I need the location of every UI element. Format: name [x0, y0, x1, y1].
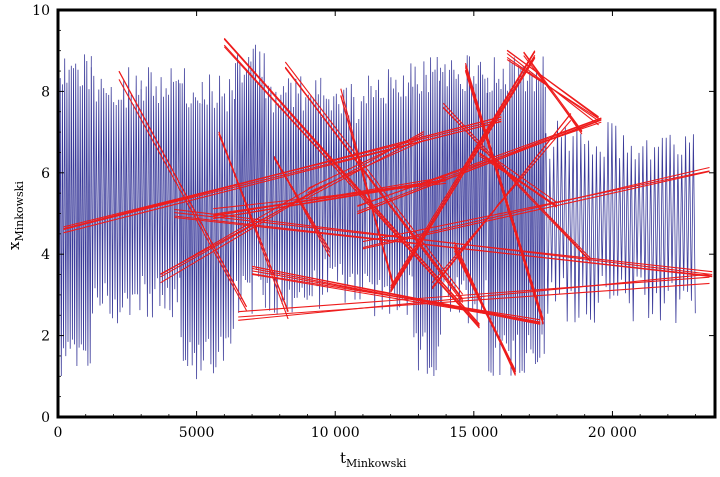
y-axis-label-main: x: [5, 241, 23, 250]
series-red-segment-2: [238, 273, 710, 321]
series-blue-block-2: [140, 67, 181, 318]
y-tick-label-3: 6: [41, 166, 50, 182]
series-red-segment-15: [307, 131, 425, 199]
series-blue-block-1: [90, 67, 142, 324]
x-tick-label-2: 10 000: [311, 425, 360, 441]
x-tick-label-0: 0: [54, 425, 63, 441]
series-blue-block-11: [487, 56, 546, 376]
series-blue-block-9: [412, 56, 442, 377]
series-red-segment-22: [523, 51, 583, 135]
x-axis-label-subscript: Minkowski: [346, 457, 407, 470]
x-axis-label-main: t: [340, 449, 346, 467]
series-blue-block-4: [201, 74, 235, 374]
series-red-segment-7: [362, 166, 710, 250]
series-blue-block-0: [58, 54, 92, 377]
x-axis-label: tMinkowski: [340, 449, 407, 470]
x-tick-label-3: 15 000: [449, 425, 498, 441]
series-red-segment-4: [223, 37, 480, 329]
series-red-segment-9: [431, 113, 572, 290]
y-axis-label: xMinkowski: [5, 181, 26, 250]
series-layer: [58, 37, 713, 380]
y-tick-label-5: 10: [32, 3, 50, 19]
series-blue-block-12: [545, 120, 696, 324]
x-tick-label-1: 5000: [179, 425, 215, 441]
x-tick-label-4: 20 000: [588, 425, 637, 441]
series-red-segment-11: [479, 147, 558, 208]
series-blue-block-6: [265, 76, 322, 315]
series-blue-block-5: [234, 44, 266, 314]
series-red-segment-14: [218, 131, 289, 320]
series-red-segment-12: [118, 70, 247, 311]
tick-layer: 0 5000 10 000 15 000 20 000 0 2 4 6 8 10: [32, 3, 715, 441]
y-axis-label-subscript: Minkowski: [13, 181, 26, 242]
series-red-segment-20: [213, 176, 447, 220]
series-red-segment-21: [273, 156, 331, 257]
y-tick-label-4: 8: [41, 84, 50, 100]
y-tick-label-0: 0: [41, 410, 50, 426]
y-tick-label-1: 2: [41, 329, 50, 345]
series-red-segment-1: [174, 208, 713, 278]
series-red-segment-10: [464, 63, 544, 325]
series-red-segment-18: [453, 241, 516, 376]
series-red-segment-6: [357, 117, 602, 215]
series-red-segment-3: [251, 265, 541, 325]
y-tick-label-2: 4: [41, 247, 50, 263]
series-red-segment-19: [442, 102, 591, 262]
series-red-segment-8: [390, 50, 536, 293]
series-red-segment-5: [284, 61, 464, 303]
series-red-segment-17: [506, 49, 599, 126]
